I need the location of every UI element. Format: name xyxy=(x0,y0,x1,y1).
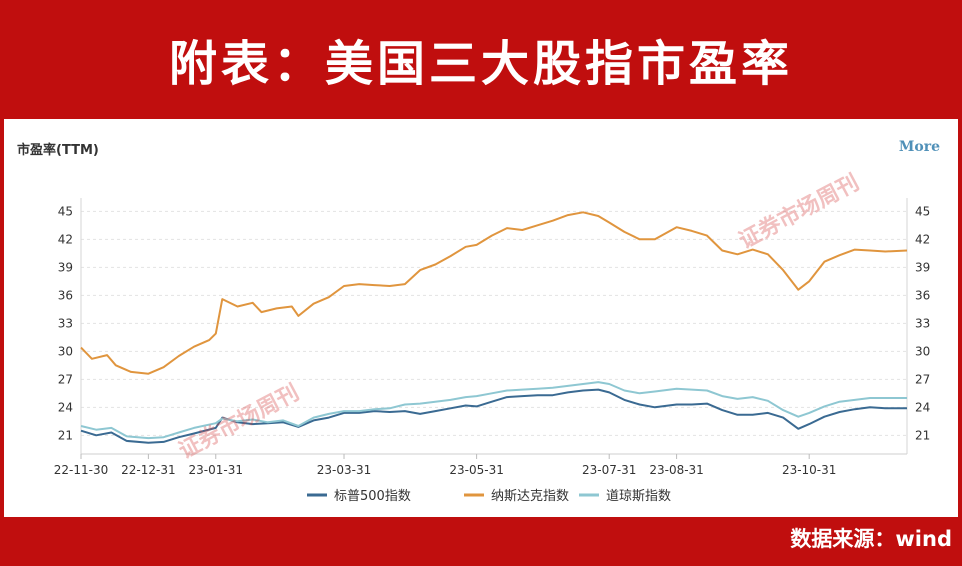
more-link[interactable]: More xyxy=(898,139,940,155)
y-tick-label-right: 27 xyxy=(915,372,930,386)
x-tick-label: 23-08-31 xyxy=(649,463,703,477)
legend-item-2: 纳斯达克指数 xyxy=(464,489,569,504)
legend-item-3: 道琼斯指数 xyxy=(579,489,671,504)
x-tick-label: 22-11-30 xyxy=(54,463,108,477)
x-tick-label: 22-12-31 xyxy=(121,463,175,477)
source-note: 数据来源：wind xyxy=(790,527,952,551)
banner-title: 附表：美国三大股指市盈率 xyxy=(168,36,793,92)
chart-panel: 市盈率(TTM) More 21 21 24 24 27 27 30 30 33 33 36 36 39… xyxy=(4,119,958,517)
y-tick-label-right: 45 xyxy=(915,204,930,218)
legend-label: 道琼斯指数 xyxy=(606,489,671,504)
y-tick-label-right: 39 xyxy=(915,260,930,274)
series-line-3 xyxy=(80,381,907,440)
y-tick-label-right: 42 xyxy=(915,232,930,246)
y-tick-label-left: 33 xyxy=(58,316,73,330)
legend-label: 纳斯达克指数 xyxy=(491,489,569,504)
y-tick-label-left: 24 xyxy=(58,400,73,414)
y-tick-label-right: 24 xyxy=(915,400,930,414)
y-tick-label-right: 30 xyxy=(915,344,930,358)
y-tick-label-left: 36 xyxy=(58,288,73,302)
y-tick-label-left: 39 xyxy=(58,260,73,274)
pe-ratio-chart: 21 21 24 24 27 27 30 30 33 33 36 36 39 39 42 42 45 45 22-1… xyxy=(54,169,931,504)
banner: 附表：美国三大股指市盈率 xyxy=(0,0,962,118)
x-tick-label: 23-03-31 xyxy=(317,463,371,477)
x-tick-label: 23-01-31 xyxy=(189,463,243,477)
x-tick-label: 23-07-31 xyxy=(582,463,636,477)
legend-item-1: 标普500指数 xyxy=(307,489,411,504)
x-tick-label: 23-05-31 xyxy=(449,463,503,477)
y-tick-label-right: 33 xyxy=(915,316,930,330)
y-tick-label-left: 42 xyxy=(58,232,73,246)
series-line-2 xyxy=(80,211,908,375)
legend-label: 标普500指数 xyxy=(334,489,411,504)
panel-title: 市盈率(TTM) xyxy=(17,143,99,158)
x-tick-label: 23-10-31 xyxy=(782,463,836,477)
y-tick-label-left: 21 xyxy=(58,428,73,442)
y-tick-label-right: 36 xyxy=(915,288,930,302)
y-tick-label-left: 30 xyxy=(58,344,73,358)
y-tick-label-left: 45 xyxy=(58,204,73,218)
y-tick-label-left: 27 xyxy=(58,372,73,386)
y-tick-label-right: 21 xyxy=(915,428,930,442)
